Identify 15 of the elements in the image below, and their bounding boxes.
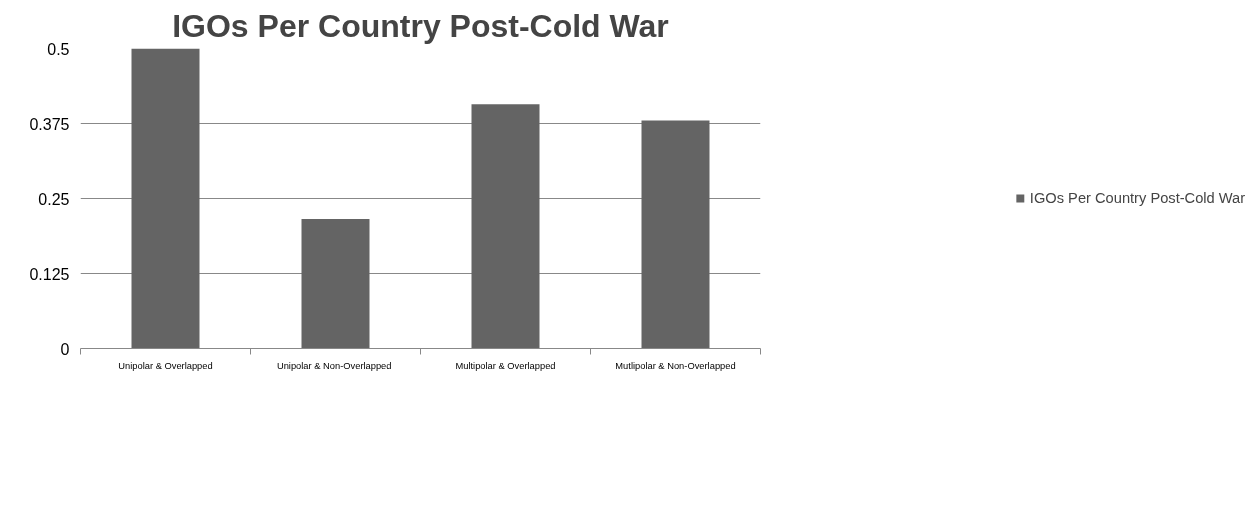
y-tick-label: 0 bbox=[60, 340, 70, 358]
y-tick-label: 0.5 bbox=[47, 40, 70, 58]
chart-title: IGOs Per Country Post-Cold War bbox=[172, 7, 669, 44]
legend-label: IGOs Per Country Post-Cold War bbox=[1029, 190, 1246, 206]
bar bbox=[471, 104, 540, 349]
x-tick-label: Mutlipolar & Non-Overlapped bbox=[615, 360, 736, 371]
y-tick-label: 0.375 bbox=[29, 115, 70, 133]
bar bbox=[301, 218, 370, 349]
x-tick-label: Unipolar & Non-Overlapped bbox=[276, 360, 392, 371]
y-tick-label: 0.125 bbox=[29, 265, 70, 283]
x-tick-label: Multipolar & Overlapped bbox=[455, 360, 556, 371]
bar bbox=[131, 48, 200, 349]
y-tick-label: 0.25 bbox=[38, 190, 70, 208]
x-tick-label: Unipolar & Overlapped bbox=[118, 360, 213, 371]
bar bbox=[641, 120, 710, 349]
